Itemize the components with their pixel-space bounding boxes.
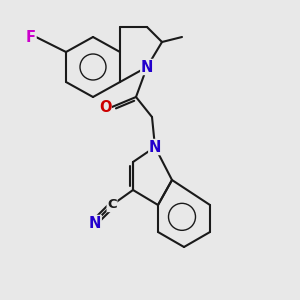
Text: F: F — [26, 29, 36, 44]
Text: N: N — [141, 59, 153, 74]
Text: N: N — [149, 140, 161, 154]
Text: N: N — [89, 215, 101, 230]
Text: C: C — [107, 199, 117, 212]
Text: O: O — [99, 100, 111, 115]
